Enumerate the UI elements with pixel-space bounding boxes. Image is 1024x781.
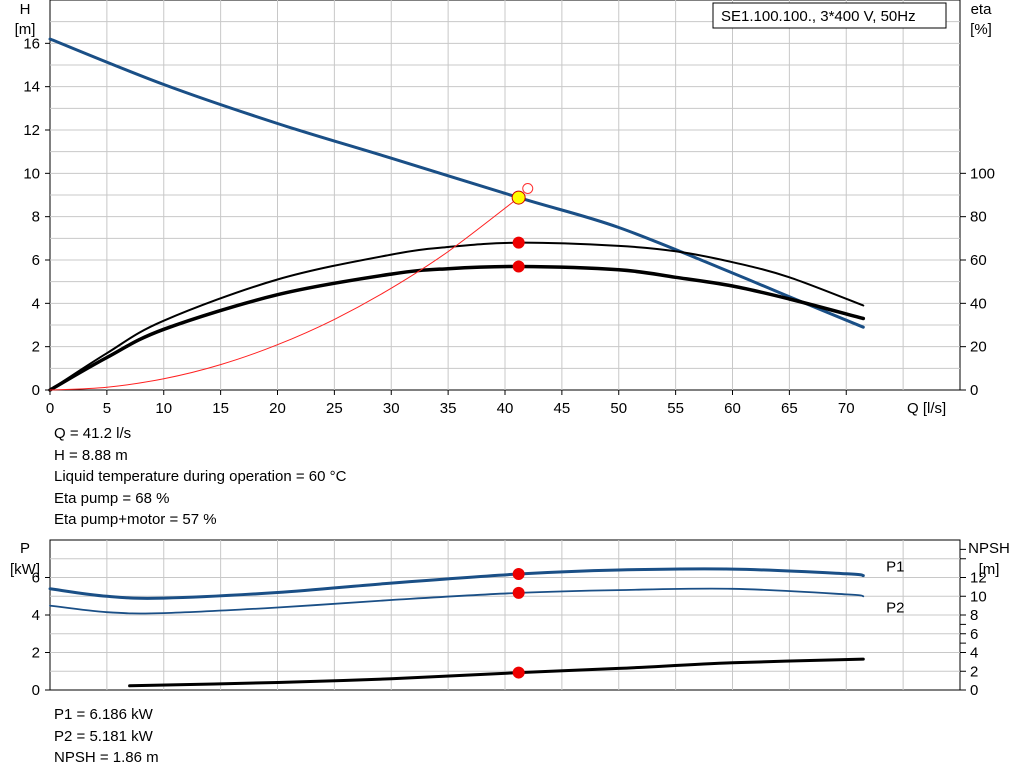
y-right-tick-label: 20 — [970, 339, 987, 356]
y-left-tick-label: 14 — [23, 79, 40, 96]
y-left-tick-label: 4 — [32, 295, 40, 312]
operating-point-marker — [512, 586, 525, 599]
y-right-tick-label: 0 — [970, 382, 978, 399]
x-tick-label: 60 — [724, 400, 741, 417]
h-axis-title: H — [20, 1, 31, 18]
y-left-tick-label: 8 — [32, 209, 40, 226]
operating-point-marker — [512, 666, 525, 679]
power-operating-point-markers: P1 P2 — [512, 558, 904, 679]
info-eta-pump: Eta pump = 68 % — [54, 489, 170, 507]
x-tick-label: 0 — [46, 400, 54, 417]
y-right-tick-label: 40 — [970, 295, 987, 312]
info-eta-pump-motor: Eta pump+motor = 57 % — [54, 511, 217, 528]
y-left-tick-label: 12 — [23, 122, 40, 139]
operating-point-info: Q = 41.2 l/s H = 8.88 m Liquid temperatu… — [54, 423, 346, 531]
operating-point-marker — [512, 260, 525, 273]
p-axis-unit: [kW] — [10, 561, 40, 578]
y-right-tick-label: 100 — [970, 165, 995, 182]
operating-point-marker — [511, 190, 526, 205]
qh-eta-chart: 0 5 10 15 20 25 30 35 40 45 50 55 60 65 70 0 2 4 6 8 10 12 14 1… — [15, 0, 995, 417]
y-right-tick-label: 2 — [970, 663, 978, 680]
y-left-tick-label: 0 — [32, 682, 40, 699]
y-left-tick-label: 10 — [23, 165, 40, 182]
y-left-tick-label: 16 — [23, 35, 40, 52]
power-point-info: P1 = 6.186 kW P2 = 5.181 kW NPSH = 1.86 … — [54, 704, 159, 769]
y-left-tick-label: 2 — [32, 339, 40, 356]
x-tick-label: 35 — [440, 400, 457, 417]
series-line-1-1 — [49, 587, 865, 615]
series-label-p1: P1 — [886, 558, 904, 575]
h-axis-unit: [m] — [15, 21, 36, 38]
npsh-axis-unit: [m] — [979, 561, 1000, 578]
y-left-tick-label: 6 — [32, 570, 40, 587]
series-line-0-3 — [49, 197, 520, 391]
x-tick-label: 50 — [610, 400, 627, 417]
x-tick-label: 55 — [667, 400, 684, 417]
y-right-tick-label: 10 — [970, 588, 987, 605]
eta-axis-title: eta — [971, 1, 993, 18]
series-line-0-1 — [49, 241, 865, 391]
x-tick-label: 10 — [155, 400, 172, 417]
chart-title-box — [712, 2, 947, 29]
info-p1: P1 = 6.186 kW — [54, 706, 153, 723]
info-liquid-temperature: Liquid temperature during operation = 60… — [54, 468, 347, 485]
y-right-tick-label: 12 — [970, 570, 987, 587]
x-tick-label: 70 — [838, 400, 855, 417]
p-axis-title: P — [20, 540, 30, 557]
y-right-tick-label: 60 — [970, 252, 987, 269]
qh-series — [48, 37, 866, 392]
y-right-tick-label: 80 — [970, 209, 987, 226]
npsh-axis-title: NPSH — [968, 540, 1010, 557]
qh-operating-point-markers — [511, 183, 534, 273]
operating-point-marker — [512, 236, 525, 249]
qh-tick-labels: 0 5 10 15 20 25 30 35 40 45 50 55 60 65 70 0 2 4 6 8 10 12 14 1… — [23, 35, 995, 417]
y-left-tick-label: 6 — [32, 252, 40, 269]
info-p2: P2 = 5.181 kW — [54, 727, 153, 745]
power-gridlines — [50, 540, 960, 690]
info-head: H = 8.88 m — [54, 446, 128, 464]
info-npsh: NPSH = 1.86 m — [54, 749, 159, 766]
x-tick-label: 5 — [103, 400, 111, 417]
y-left-tick-label: 2 — [32, 645, 40, 662]
x-tick-label: 65 — [781, 400, 798, 417]
info-flow: Q = 41.2 l/s — [54, 425, 132, 442]
eta-axis-unit: [%] — [970, 21, 992, 38]
series-line-0-2 — [48, 264, 866, 392]
y-right-tick-label: 8 — [970, 607, 978, 624]
operating-point-marker — [522, 183, 534, 194]
x-tick-label: 20 — [269, 400, 286, 417]
series-label-p2: P2 — [886, 600, 904, 617]
x-tick-label: 30 — [383, 400, 400, 417]
power-series — [48, 567, 865, 688]
x-tick-label: 25 — [326, 400, 343, 417]
y-right-tick-label: 0 — [970, 682, 978, 699]
operating-point-marker — [512, 568, 525, 581]
y-left-tick-label: 4 — [32, 607, 40, 624]
x-tick-label: 45 — [554, 400, 571, 417]
y-left-tick-label: 0 — [32, 382, 40, 399]
q-axis-title: Q [l/s] — [907, 400, 946, 417]
y-right-tick-label: 6 — [970, 626, 978, 643]
series-line-1-2 — [128, 657, 865, 688]
x-tick-label: 15 — [212, 400, 229, 417]
chart-title: SE1.100.100., 3*400 V, 50Hz — [721, 8, 916, 25]
series-line-1-0 — [48, 567, 865, 600]
series-line-0-0 — [48, 37, 865, 329]
x-tick-label: 40 — [497, 400, 514, 417]
qh-gridlines — [50, 0, 960, 390]
y-right-tick-label: 4 — [970, 645, 978, 662]
